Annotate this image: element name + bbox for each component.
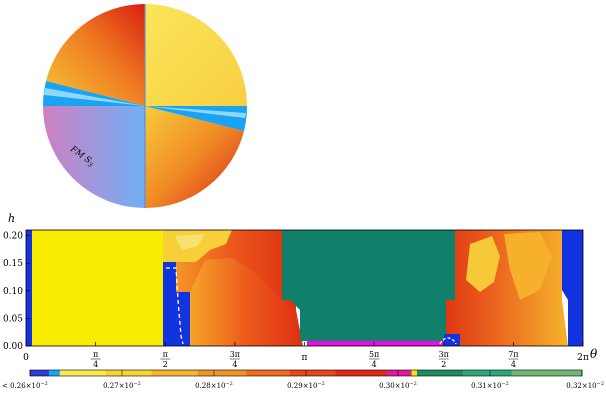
svg-text:7π: 7π bbox=[508, 350, 518, 359]
svg-text:4: 4 bbox=[93, 360, 98, 369]
colorbar-segment bbox=[246, 370, 291, 376]
svg-text:4: 4 bbox=[232, 360, 237, 369]
y-tick-label: 0.20 bbox=[3, 232, 23, 242]
svg-text:2: 2 bbox=[441, 360, 446, 369]
pie-slice-violet bbox=[43, 106, 145, 208]
x-tick-label: 5π4 bbox=[369, 350, 379, 369]
svg-text:4: 4 bbox=[372, 360, 377, 369]
y-tick-label: 0.00 bbox=[3, 342, 23, 352]
region-orange-top-1-light2 bbox=[175, 234, 205, 250]
colorbar-segment bbox=[387, 370, 412, 376]
svg-text:2: 2 bbox=[163, 360, 168, 369]
x-tick-label: 0 bbox=[23, 353, 29, 363]
svg-text:π: π bbox=[163, 350, 168, 359]
x-tick-label: π4 bbox=[90, 350, 101, 369]
region-green-floor bbox=[300, 336, 446, 341]
colorbar-segment bbox=[30, 370, 50, 376]
x-tick-label: 7π4 bbox=[508, 350, 518, 369]
svg-text:3π: 3π bbox=[230, 350, 240, 359]
colorbar-segment bbox=[511, 370, 583, 376]
pie-slice-blue-left bbox=[42, 81, 145, 106]
colorbar-tick-label: 0.32×10−2 bbox=[566, 381, 604, 390]
colorbar-segment bbox=[416, 370, 464, 376]
colorbar-segment bbox=[462, 370, 512, 376]
region-blue-pocket bbox=[163, 262, 190, 346]
region-orange-bottom-1 bbox=[190, 258, 303, 346]
phase-heatmap: h θ 0.00 0.05 0.10 0.15 0.20 bbox=[3, 212, 598, 369]
y-tick-label: 0.15 bbox=[3, 259, 23, 269]
x-axis-label: θ bbox=[590, 347, 598, 361]
colorbar-segment bbox=[105, 370, 153, 376]
colorbar-segment bbox=[335, 370, 388, 376]
pie-slice-orange-lower bbox=[145, 106, 244, 209]
x-tick-label: 3π2 bbox=[439, 350, 449, 369]
colorbar-segment bbox=[151, 370, 199, 376]
colorbar-tick-label: 0.29×10−2 bbox=[287, 381, 325, 390]
y-tick-label: 0.05 bbox=[3, 314, 23, 324]
y-tick-label: 0.10 bbox=[3, 287, 23, 297]
colorbar-labels: < 0.26×10−2 0.27×10−2 0.28×10−2 0.29×10−2 0.… bbox=[2, 370, 604, 390]
region-orange-2-light bbox=[466, 236, 500, 292]
colorbar-tick-label: 0.28×10−2 bbox=[195, 381, 233, 390]
x-tick-label: 3π4 bbox=[230, 350, 240, 369]
colorbar-segment bbox=[289, 370, 337, 376]
phase-boundary-right bbox=[439, 337, 457, 345]
colorbar-segment bbox=[197, 370, 247, 376]
y-axis: 0.00 0.05 0.10 0.15 0.20 bbox=[3, 232, 30, 352]
colorbar-segment bbox=[411, 370, 418, 376]
colorbar-segments bbox=[30, 370, 583, 376]
pie-slice-blue-right-pale bbox=[145, 106, 246, 118]
colorbar-tick-label: 0.27×10−2 bbox=[103, 381, 141, 390]
svg-text:π: π bbox=[93, 350, 98, 359]
pie-slice-orange-upper bbox=[46, 3, 145, 107]
colorbar-segment bbox=[59, 370, 107, 376]
region-blue-left bbox=[26, 230, 32, 346]
region-yellow bbox=[32, 230, 163, 346]
region-magenta bbox=[307, 341, 444, 346]
colorbar-tick-label: 0.31×10−2 bbox=[471, 381, 509, 390]
region-green bbox=[282, 230, 455, 336]
colorbar: < 0.26×10−2 0.27×10−2 0.28×10−2 0.29×10−2 0.… bbox=[2, 369, 604, 390]
svg-text:3π: 3π bbox=[439, 350, 449, 359]
colorbar-tick-label: < 0.26×10−2 bbox=[2, 381, 48, 390]
region-blue-right bbox=[562, 230, 583, 346]
colorbar-segment bbox=[48, 370, 61, 376]
colorbar-tick-label: 0.30×10−2 bbox=[379, 381, 417, 390]
phase-boundary-left bbox=[166, 267, 184, 345]
x-tick-label: π2 bbox=[160, 350, 171, 369]
pie-slice-yellow bbox=[145, 4, 247, 106]
x-tick-label: 2π bbox=[577, 353, 589, 363]
svg-text:4: 4 bbox=[511, 360, 516, 369]
pie-slice-blue-left-pale bbox=[44, 88, 145, 106]
phase-pie: FM S3 bbox=[42, 3, 248, 209]
x-tick-label: π bbox=[302, 353, 308, 363]
svg-text:5π: 5π bbox=[369, 350, 379, 359]
y-axis-label: h bbox=[8, 212, 15, 225]
region-orange-2-light2 bbox=[504, 232, 552, 300]
